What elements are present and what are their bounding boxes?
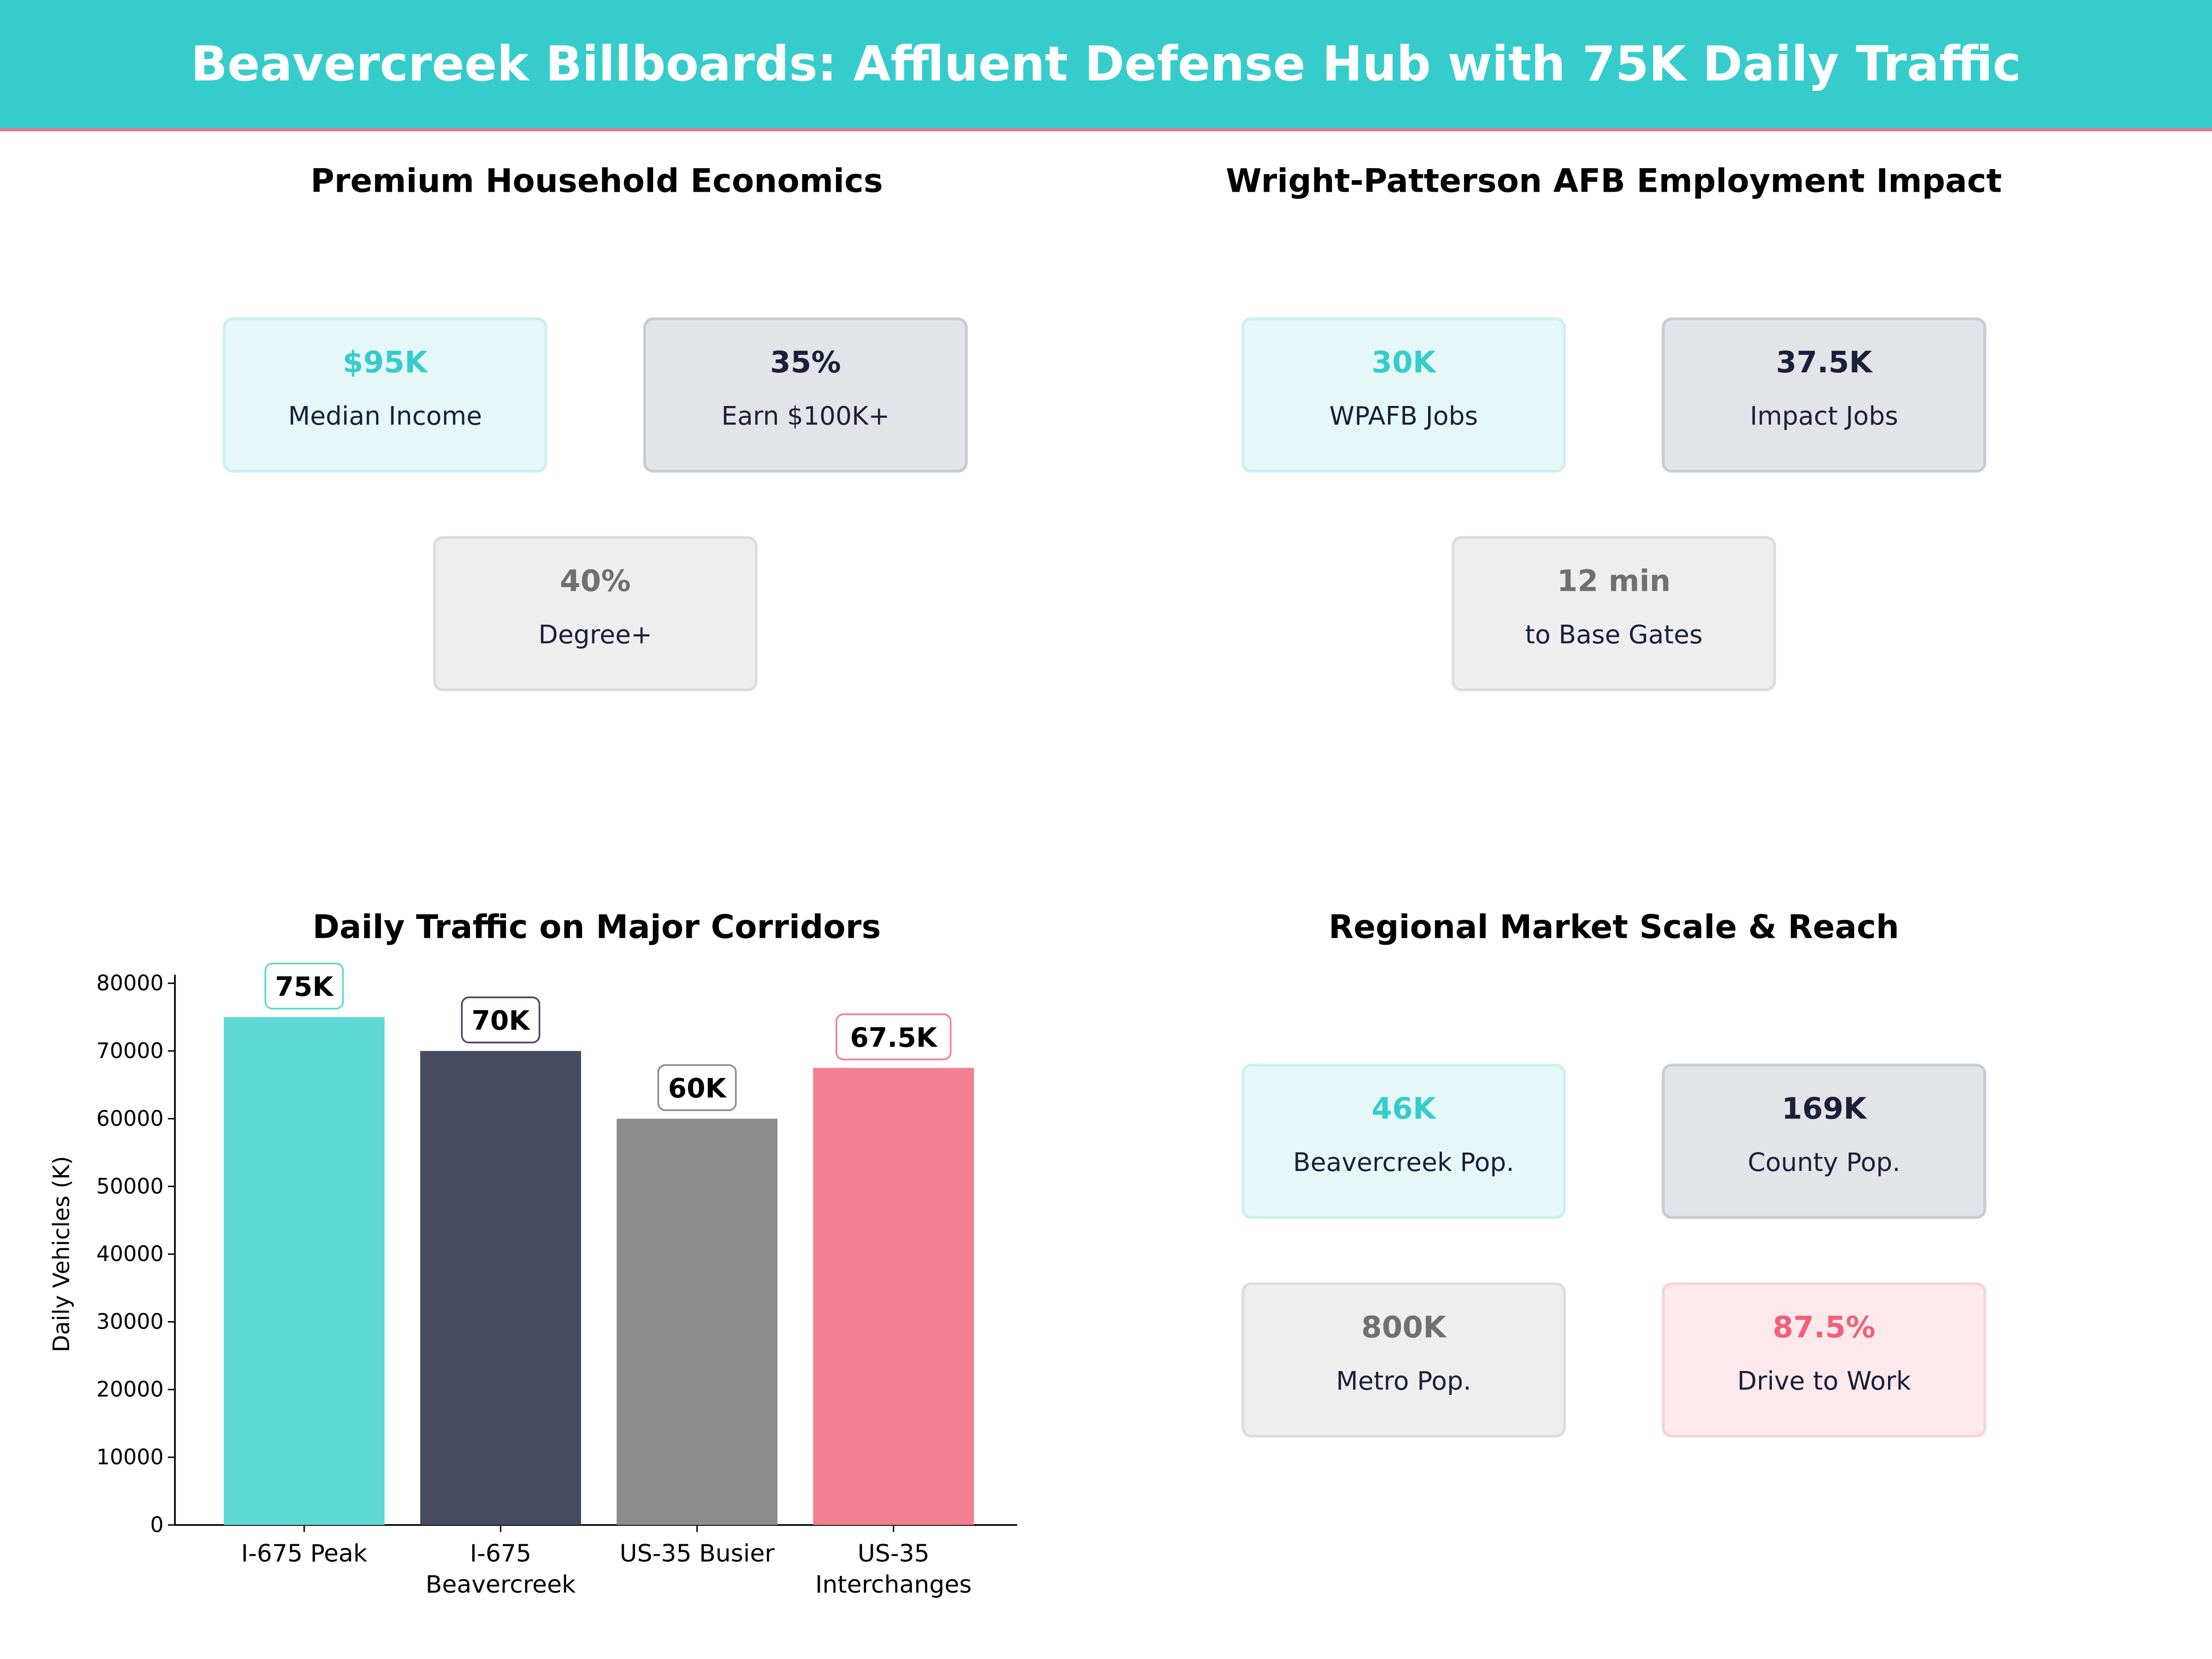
y-tick-label: 80000: [96, 971, 164, 995]
market-stat-card: 87.5% Drive to Work: [1662, 1282, 1987, 1438]
y-tick-label: 20000: [96, 1377, 164, 1402]
data-label-box: [265, 962, 344, 1010]
data-label: 60K: [668, 1073, 727, 1104]
household-stat-card: 40% Degree+: [433, 536, 758, 691]
stat-value: 800K: [1361, 1310, 1446, 1345]
y-tick-label: 10000: [96, 1445, 164, 1470]
data-label: 70K: [471, 1005, 530, 1036]
stat-label: to Base Gates: [1525, 620, 1703, 651]
stat-label: Beavercreek Pop.: [1293, 1148, 1514, 1178]
employment-stat-card: 12 min to Base Gates: [1451, 536, 1777, 691]
x-tick-label: I-675 Peak: [241, 1540, 367, 1568]
employment-stat-card: 37.5K Impact Jobs: [1662, 317, 1987, 473]
bar: [224, 1017, 385, 1525]
y-tick-label: 50000: [96, 1174, 164, 1199]
y-tick-label: 30000: [96, 1309, 164, 1334]
stat-value: 46K: [1371, 1092, 1436, 1126]
market-panel-title: Regional Market Scale & Reach: [1329, 910, 1899, 947]
household-stat-card: $95K Median Income: [223, 317, 547, 473]
household-panel-title: Premium Household Economics: [310, 164, 883, 200]
stat-value: 12 min: [1557, 564, 1671, 598]
data-label-box: [657, 1064, 737, 1112]
chart-title: Daily Traffic on Major Corridors: [312, 910, 881, 947]
page-title: Beavercreek Billboards: Affluent Defense…: [191, 36, 2021, 93]
x-tick-label: Beavercreek: [426, 1571, 576, 1599]
stat-value: 40%: [559, 564, 631, 598]
x-tick-label: Interchanges: [815, 1571, 972, 1599]
stat-label: Impact Jobs: [1750, 402, 1898, 432]
data-label-box: [835, 1013, 952, 1060]
y-tick-label: 0: [150, 1512, 164, 1537]
x-tick-label: I-675: [470, 1540, 531, 1568]
x-tick-label: US-35: [858, 1540, 930, 1568]
data-label: 75K: [275, 971, 334, 1002]
stat-label: Degree+: [538, 620, 653, 651]
stat-value: 169K: [1782, 1092, 1867, 1126]
stat-value: $95K: [342, 345, 428, 380]
stat-value: 87.5%: [1772, 1310, 1876, 1345]
household-stat-card: 35% Earn $100K+: [643, 317, 968, 473]
stat-value: 37.5K: [1776, 345, 1872, 380]
stat-label: Metro Pop.: [1336, 1367, 1471, 1397]
y-tick-label: 70000: [96, 1038, 164, 1063]
bar: [617, 1118, 778, 1525]
y-axis-label: Daily Vehicles (K): [48, 1156, 75, 1352]
market-stat-card: 169K County Pop.: [1662, 1064, 1987, 1219]
stat-value: 35%: [770, 345, 841, 380]
y-tick-label: 60000: [96, 1106, 164, 1131]
stat-label: WPAFB Jobs: [1329, 402, 1478, 432]
data-label: 67.5K: [850, 1022, 938, 1053]
market-stat-card: 800K Metro Pop.: [1241, 1282, 1566, 1438]
market-stat-card: 46K Beavercreek Pop.: [1241, 1064, 1566, 1219]
employment-stat-card: 30K WPAFB Jobs: [1241, 317, 1566, 473]
stat-label: County Pop.: [1747, 1148, 1900, 1178]
stat-label: Median Income: [288, 402, 482, 432]
x-tick-label: US-35 Busier: [619, 1540, 775, 1568]
employment-panel-title: Wright-Patterson AFB Employment Impact: [1226, 164, 2002, 200]
bar: [813, 1068, 974, 1525]
data-label-box: [461, 996, 541, 1044]
header-banner: Beavercreek Billboards: Affluent Defense…: [0, 0, 2212, 131]
stat-label: Drive to Work: [1737, 1367, 1911, 1397]
bar: [420, 1051, 581, 1525]
y-tick-label: 40000: [96, 1241, 164, 1266]
stat-value: 30K: [1371, 345, 1436, 380]
stat-label: Earn $100K+: [721, 402, 890, 432]
